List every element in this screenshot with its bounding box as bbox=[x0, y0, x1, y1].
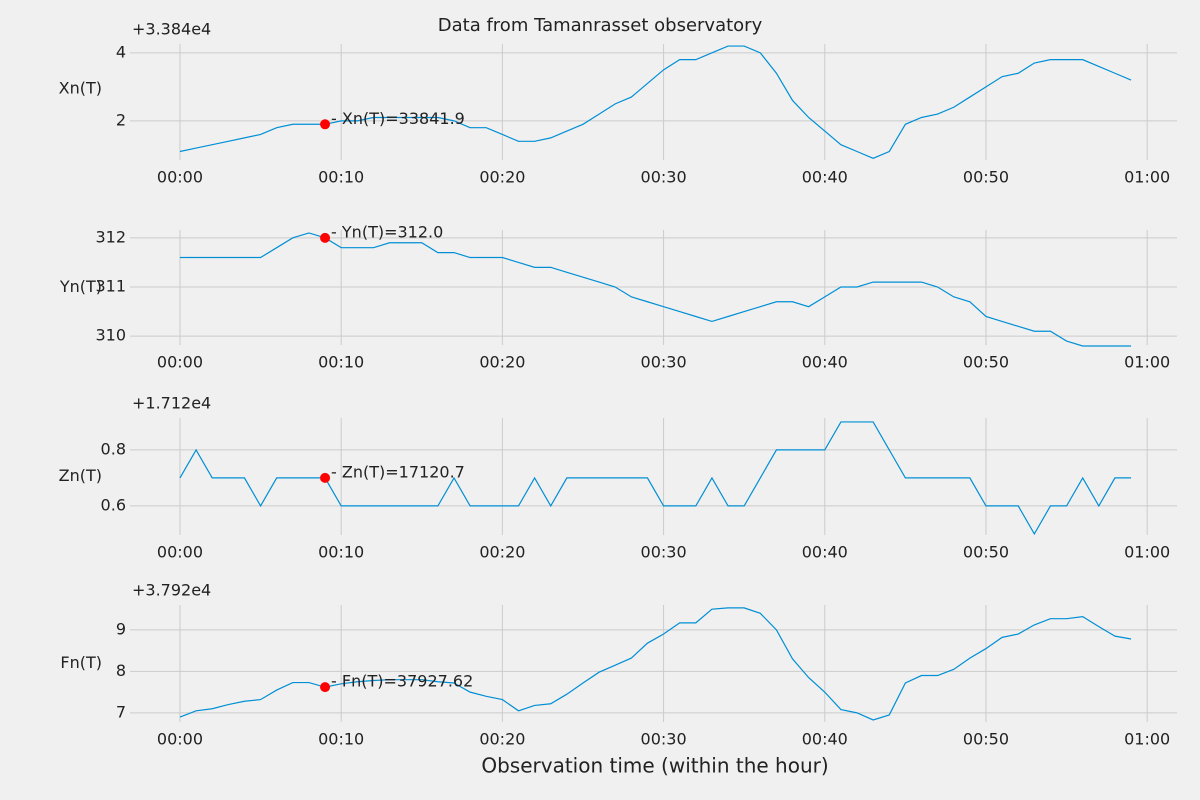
x-tick-label: 00:50 bbox=[963, 168, 1009, 187]
x-tick-label: 00:00 bbox=[157, 543, 203, 562]
annotation: - Yn(T)=312.0 bbox=[331, 222, 443, 241]
x-tick-label: 00:30 bbox=[641, 730, 687, 749]
data-line bbox=[179, 232, 1132, 347]
x-tick-label: 01:00 bbox=[1124, 353, 1170, 372]
annotation: - Fn(T)=37927.62 bbox=[331, 672, 473, 691]
x-tick-label: 00:10 bbox=[318, 168, 364, 187]
highlight-point bbox=[320, 232, 331, 243]
x-tick-label: 00:40 bbox=[802, 730, 848, 749]
highlight-point bbox=[320, 682, 331, 693]
x-tick-label: 00:00 bbox=[157, 730, 203, 749]
y-tick-label: 311 bbox=[95, 277, 126, 296]
y-tick-label: 4 bbox=[116, 42, 126, 61]
x-tick-label: 00:20 bbox=[479, 730, 525, 749]
y-tick-label: 0.6 bbox=[101, 495, 126, 514]
x-tick-label: 01:00 bbox=[1124, 730, 1170, 749]
x-tick-label: 00:50 bbox=[963, 543, 1009, 562]
y-axis-label: Zn(T) bbox=[59, 466, 102, 485]
y-tick-label: 0.8 bbox=[101, 439, 126, 458]
x-tick-label: 00:20 bbox=[479, 543, 525, 562]
x-tick-label: 01:00 bbox=[1124, 168, 1170, 187]
x-tick-label: 00:40 bbox=[802, 353, 848, 372]
x-tick-label: 00:20 bbox=[479, 353, 525, 372]
x-tick-label: 01:00 bbox=[1124, 543, 1170, 562]
y-axis-label: Xn(T) bbox=[59, 79, 102, 98]
x-tick-label: 00:40 bbox=[802, 168, 848, 187]
figure-title: Data from Tamanrasset observatory bbox=[438, 15, 763, 36]
x-tick-label: 00:20 bbox=[479, 168, 525, 187]
x-tick-label: 00:00 bbox=[157, 168, 203, 187]
x-tick-label: 00:10 bbox=[318, 730, 364, 749]
x-tick-label: 00:00 bbox=[157, 353, 203, 372]
y-axis-label: Yn(T) bbox=[59, 277, 102, 296]
y-axis-label: Fn(T) bbox=[60, 653, 102, 672]
y-tick-label: 2 bbox=[116, 110, 126, 129]
y-tick-label: 310 bbox=[95, 326, 126, 345]
x-tick-label: 00:50 bbox=[963, 730, 1009, 749]
x-tick-label: 00:30 bbox=[641, 543, 687, 562]
y-tick-label: 8 bbox=[116, 661, 126, 680]
highlight-point bbox=[320, 472, 331, 483]
annotation: - Xn(T)=33841.9 bbox=[331, 109, 465, 128]
axis-offset: +3.792e4 bbox=[132, 581, 211, 600]
data-line bbox=[179, 607, 1132, 721]
y-tick-label: 312 bbox=[95, 227, 126, 246]
y-tick-label: 9 bbox=[116, 619, 126, 638]
x-tick-label: 00:10 bbox=[318, 353, 364, 372]
axis-offset: +1.712e4 bbox=[132, 394, 211, 413]
x-tick-label: 00:30 bbox=[641, 353, 687, 372]
x-tick-label: 00:10 bbox=[318, 543, 364, 562]
x-axis-label: Observation time (within the hour) bbox=[481, 754, 828, 778]
x-tick-label: 00:50 bbox=[963, 353, 1009, 372]
x-tick-label: 00:40 bbox=[802, 543, 848, 562]
highlight-point bbox=[320, 119, 331, 130]
axis-offset: +3.384e4 bbox=[132, 20, 211, 39]
x-tick-label: 00:30 bbox=[641, 168, 687, 187]
data-line bbox=[179, 421, 1132, 536]
y-tick-label: 7 bbox=[116, 702, 126, 721]
data-line bbox=[179, 45, 1132, 159]
annotation: - Zn(T)=17120.7 bbox=[331, 462, 465, 481]
